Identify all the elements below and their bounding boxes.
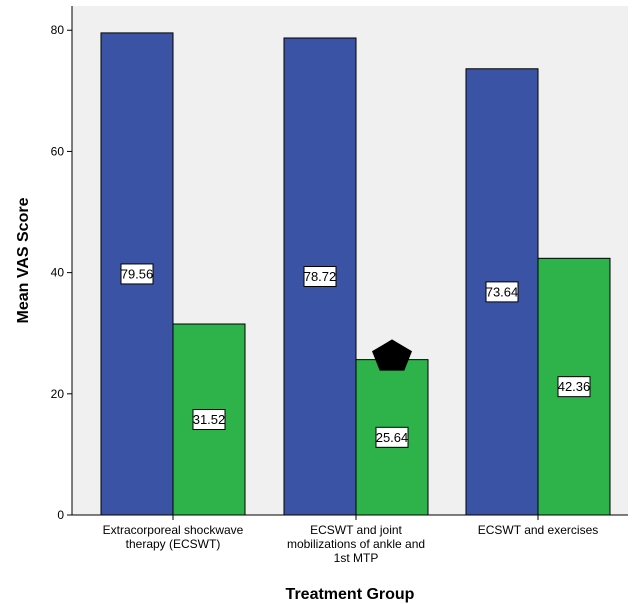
data-label-box [557,376,591,398]
x-axis-title: Treatment Group [286,586,415,603]
y-tick-label: 0 [57,508,64,522]
data-label-box [485,281,519,303]
y-tick-label: 60 [51,144,65,158]
data-label-box [375,426,409,448]
data-label-box [120,263,154,285]
data-label: 31.52 [193,412,226,427]
data-label: 79.56 [121,266,154,281]
x-tick-label: ECSWT and joint [310,523,402,537]
y-tick-label: 20 [51,387,65,401]
x-tick-label: 1st MTP [334,551,379,565]
data-label-box [192,409,226,431]
data-label: 78.72 [304,269,337,284]
pentagon-icon [372,339,412,371]
data-label-box [303,265,337,287]
data-label: 25.64 [376,430,409,445]
x-tick-label: ECSWT and exercises [478,523,599,537]
data-label: 73.64 [486,284,519,299]
y-axis-title: Mean VAS Score [15,197,32,323]
y-tick-label: 40 [51,266,65,280]
y-tick-label: 80 [51,23,65,37]
x-tick-label: therapy (ECSWT) [126,537,221,551]
x-tick-label: Extracorporeal shockwave [103,523,244,537]
data-label: 42.36 [558,379,591,394]
x-tick-label: mobilizations of ankle and [287,537,425,551]
